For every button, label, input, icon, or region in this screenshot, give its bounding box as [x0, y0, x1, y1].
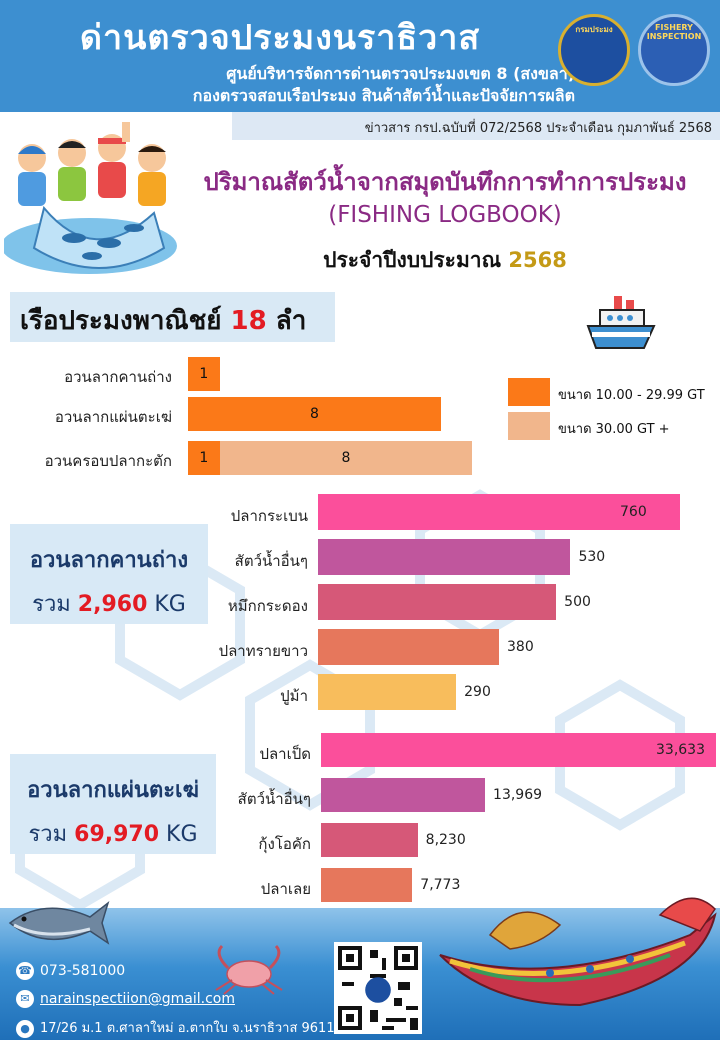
news-issue-text: ข่าวสาร กรป.ฉบับที่ 072/2568 ประจำเดือน …	[364, 121, 712, 136]
species-label: ปูม้า	[280, 687, 308, 705]
beam-trawl-panel-title: อวนลากคานถ่าง	[29, 548, 189, 573]
page-title: ด่านตรวจประมงนราธิวาส	[79, 18, 481, 58]
otter-trawl-total: รวม 69,970 KG	[10, 816, 216, 851]
species-bar	[318, 629, 499, 665]
species-label: หมึกกระดอง	[227, 597, 308, 615]
vessel-count-value: 18	[230, 306, 267, 336]
vessel-count-unit: ลำ	[266, 306, 307, 336]
vessel-count-label: เรือประมงพาณิชย์	[20, 306, 231, 336]
gear-label: อวนลากคานถ่าง	[64, 368, 172, 386]
news-bar: ข่าวสาร กรป.ฉบับที่ 072/2568 ประจำเดือน …	[232, 112, 720, 140]
beam-trawl-total-panel: อวนลากคานถ่าง รวม 2,960 KG	[10, 524, 208, 624]
species-label: กุ้งโอคัก	[258, 835, 311, 853]
infographic-title-en: (FISHING LOGBOOK)	[328, 202, 562, 228]
infographic-title: ปริมาณสัตว์น้ำจากสมุดบันทึกการทำการประมง	[203, 168, 687, 196]
otter-trawl-total-prefix: รวม	[28, 822, 75, 847]
species-label: สัตว์น้ำอื่นๆ	[237, 790, 311, 808]
header-subtitle-1: ศูนย์บริหารจัดการด่านตรวจประมงเขต 8 (สงข…	[226, 64, 575, 83]
qr-code[interactable]	[334, 942, 422, 1034]
address-text: 17/26 ม.1 ต.ศาลาใหม่ อ.ตากใบ จ.นราธิวาส …	[40, 1021, 343, 1036]
species-bar	[321, 868, 413, 902]
species-value-label: 380	[507, 639, 534, 655]
species-bar	[321, 778, 486, 812]
species-label: ปลาเป็ด	[259, 745, 311, 763]
legend-label-small-vessel: ขนาด 10.00 - 29.99 GT	[558, 388, 705, 403]
species-value-label: 760	[620, 504, 647, 520]
beam-trawl-total: รวม 2,960 KG	[10, 586, 208, 621]
species-value-label: 7,773	[420, 877, 461, 893]
seal-2-text: FISHERY INSPECTION	[646, 23, 702, 41]
beam-trawl-total-prefix: รวม	[32, 592, 78, 617]
beam-trawl-total-unit: KG	[147, 592, 186, 617]
kolae-boat-illustration	[439, 897, 717, 1007]
header-subtitle-2: กองตรวจสอบเรือประมง สินค้าสัตว์น้ำและปัจ…	[192, 86, 575, 105]
vessel-count-text: เรือประมงพาณิชย์ 18 ลำ	[20, 300, 306, 341]
fiscal-year-value: 2568	[508, 248, 567, 272]
tuna-fish-illustration	[8, 900, 110, 945]
gear-label: อวนครอบปลากะตัก	[44, 452, 172, 470]
fiscal-year-prefix: ประจำปีงบประมาณ	[323, 248, 509, 272]
gear-bar-small-vessel: 1	[188, 357, 220, 391]
phone-number: 073-581000	[40, 963, 126, 979]
legend-swatch-small-vessel	[508, 378, 550, 406]
commercial-vessel-count-banner: เรือประมงพาณิชย์ 18 ลำ	[10, 292, 335, 342]
email-link[interactable]: narainspectiion@gmail.com	[40, 991, 235, 1007]
gear-label: อวนลากแผ่นตะเฆ่	[54, 408, 172, 426]
gear-bar-small-vessel: 1	[188, 441, 220, 475]
ship-icon	[586, 296, 656, 349]
fishery-inspection-logo: FISHERY INSPECTION	[638, 14, 710, 86]
email-icon: ✉	[16, 990, 34, 1008]
species-bar	[318, 674, 457, 710]
footer-email: ✉ narainspectiion@gmail.com	[16, 990, 235, 1008]
otter-trawl-total-unit: KG	[159, 822, 198, 847]
species-label: ปลาเลย	[260, 880, 311, 898]
crab-illustration	[215, 944, 283, 995]
legend-swatch-large-vessel	[508, 412, 550, 440]
species-bar	[318, 584, 557, 620]
otter-trawl-panel-title: อวนลากแผ่นตะเฆ่	[27, 778, 199, 803]
species-label: ปลากระเบน	[230, 507, 308, 525]
species-label: สัตว์น้ำอื่นๆ	[234, 552, 308, 570]
footer-phone: ☎ 073-581000	[16, 962, 125, 980]
species-value-label: 13,969	[493, 787, 543, 803]
legend-label-large-vessel: ขนาด 30.00 GT +	[558, 422, 670, 437]
location-icon: ●	[16, 1019, 34, 1038]
species-bar	[321, 733, 716, 767]
species-value-label: 290	[464, 684, 491, 700]
beam-trawl-total-value: 2,960	[77, 592, 148, 617]
fishermen-illustration	[4, 122, 177, 274]
species-bar	[318, 539, 571, 575]
species-label: ปลาทรายขาว	[218, 642, 308, 660]
species-value-label: 530	[578, 549, 606, 565]
fiscal-year-line: ประจำปีงบประมาณ 2568	[170, 244, 720, 277]
species-value-label: 33,633	[656, 742, 705, 758]
gear-bar-large-vessel: 8	[219, 441, 473, 475]
species-value-label: 8,230	[425, 832, 466, 848]
phone-icon: ☎	[16, 962, 34, 980]
gear-bar-small-vessel: 8	[188, 397, 441, 431]
seal-1-text: กรมประมง	[575, 25, 613, 34]
otter-trawl-total-value: 69,970	[74, 822, 160, 847]
species-value-label: 500	[564, 594, 591, 610]
footer-address: ● 17/26 ม.1 ต.ศาลาใหม่ อ.ตากใบ จ.นราธิวาส…	[16, 1017, 343, 1038]
otter-trawl-total-panel: อวนลากแผ่นตะเฆ่ รวม 69,970 KG	[10, 754, 216, 854]
species-bar	[321, 823, 418, 857]
species-bar	[318, 494, 680, 530]
department-seal-logo: กรมประมง	[558, 14, 630, 86]
